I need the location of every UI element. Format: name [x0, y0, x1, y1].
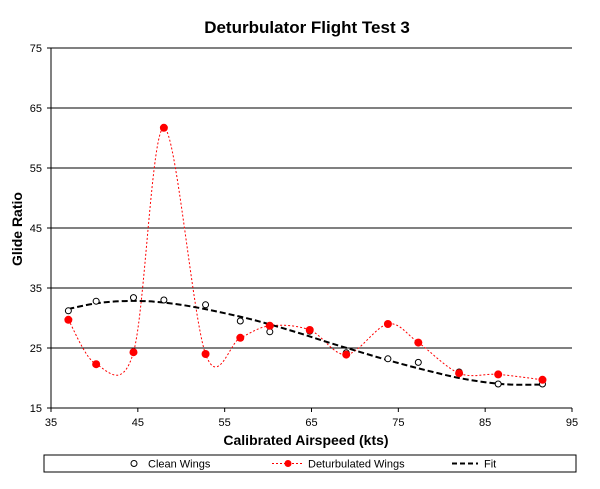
deturbulated-wings-point: [455, 369, 464, 378]
fit-line: [68, 299, 543, 386]
deturbulated-wings-point: [414, 338, 423, 347]
deturbulated-wings-line: [67, 127, 543, 381]
legend-clean-marker: [130, 460, 138, 467]
gridlines: [51, 47, 572, 349]
deturbulated-wings-point: [201, 350, 210, 358]
clean-wings-point: [202, 301, 210, 309]
clean-wings-point: [160, 296, 168, 304]
legend-box: [43, 454, 577, 473]
clean-wings-point: [92, 297, 100, 305]
clean-wings-point: [64, 307, 72, 315]
series-layer: [64, 123, 547, 388]
legend: Clean Wings Deturbulated Wings Fit: [43, 454, 577, 473]
x-tick-label: 75: [392, 417, 404, 429]
y-tick-label: 75: [30, 43, 42, 55]
deturbulated-wings-point: [342, 350, 351, 359]
deturbulated-wings-point: [494, 370, 503, 379]
deturbulated-wings-point: [538, 375, 547, 384]
y-tick-label: 25: [30, 343, 42, 355]
y-tick-label: 45: [30, 223, 42, 235]
deturbulated-wings-point: [159, 123, 168, 132]
x-tick-label: 85: [479, 417, 491, 429]
x-tick-label: 55: [219, 417, 231, 429]
y-tick-label: 65: [30, 103, 42, 115]
y-tick-label: 35: [30, 283, 42, 295]
deturbulated-wings-point: [383, 320, 392, 328]
legend-clean-label: Clean Wings: [148, 459, 211, 471]
deturbulated-wings-point: [64, 315, 73, 324]
x-tick-label: 65: [305, 417, 317, 429]
tick-labels: 15 25 35 45 55 65 75 35 45 55 65 75 85 95: [30, 43, 578, 429]
deturbulated-wings-point: [92, 360, 101, 369]
deturbulated-wings-point: [305, 326, 314, 334]
x-axis-title: Calibrated Airspeed (kts): [223, 432, 388, 448]
clean-wings-point: [236, 317, 244, 325]
y-tick-label: 15: [30, 403, 42, 415]
y-tick-label: 55: [30, 163, 42, 175]
x-tick-label: 95: [566, 417, 578, 429]
deturbulated-wings-point: [129, 348, 138, 357]
axes: [47, 47, 573, 412]
clean-wings-point: [414, 358, 422, 366]
x-tick-label: 35: [45, 417, 57, 429]
chart-title: Deturbulator Flight Test 3: [204, 18, 410, 37]
legend-deturbulated-label: Deturbulated Wings: [308, 459, 405, 471]
y-axis-title: Glide Ratio: [9, 192, 25, 266]
clean-wings-point: [384, 355, 392, 363]
x-tick-label: 45: [132, 417, 144, 429]
clean-wings-point: [494, 380, 502, 388]
legend-deturbulated-marker: [284, 460, 292, 467]
clean-wings-point: [129, 294, 137, 302]
legend-fit-label: Fit: [484, 459, 496, 471]
deturbulated-wings-point: [265, 321, 274, 330]
deturbulated-wings-point: [236, 333, 245, 342]
